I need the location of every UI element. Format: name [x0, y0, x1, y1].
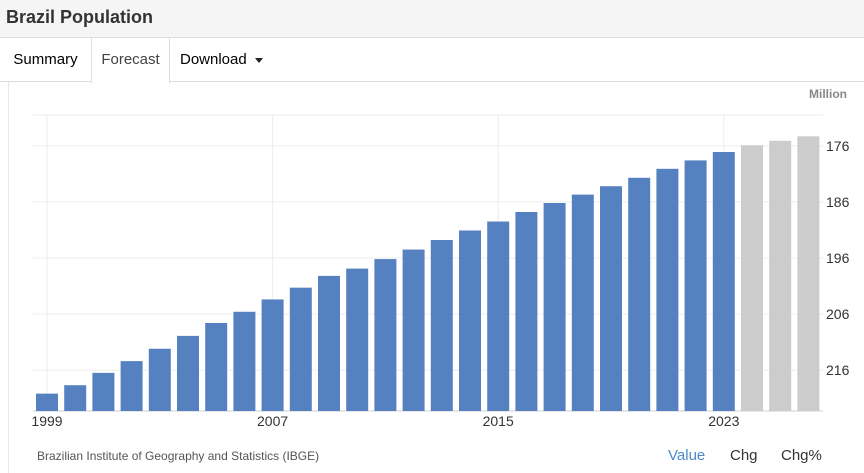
bar-actual — [120, 361, 143, 411]
bar-actual — [64, 385, 87, 411]
bar-actual — [92, 372, 115, 411]
caret-down-icon — [254, 57, 263, 63]
x-tick-label: 2015 — [483, 413, 514, 429]
bar-forecast — [797, 136, 820, 411]
y-axis: 216 206 196 186 176 — [826, 138, 850, 378]
y-tick-label: 186 — [826, 194, 850, 210]
value-link[interactable]: Value — [668, 447, 706, 464]
bar-actual — [656, 168, 679, 411]
bar-forecast — [741, 145, 763, 411]
bar-actual — [318, 275, 340, 411]
download-label: Download — [180, 51, 247, 68]
y-tick-label: 196 — [826, 250, 850, 266]
tab-forecast[interactable]: Forecast — [91, 38, 170, 83]
bar-forecast — [769, 140, 792, 411]
bar-actual — [261, 299, 284, 411]
bar-actual — [402, 249, 425, 411]
source-label: Brazilian Institute of Geography and Sta… — [37, 449, 320, 463]
chg-percent-link[interactable]: Chg% — [781, 447, 822, 464]
title-bar: Brazil Population — [0, 0, 864, 38]
bar-actual — [712, 152, 735, 411]
bar-actual — [600, 186, 622, 411]
bar-actual — [346, 268, 369, 411]
chart-area: Million 1999 2007 2015 2023 216 206 196 186 176 — [8, 82, 864, 473]
x-tick-label: 1999 — [31, 413, 62, 429]
population-chart: Million 1999 2007 2015 2023 216 206 196 186 176 — [31, 87, 850, 429]
chg-link[interactable]: Chg — [730, 447, 758, 464]
bar-actual — [148, 348, 171, 411]
bar-actual — [515, 211, 538, 411]
bar-actual — [459, 230, 481, 411]
bar-actual — [36, 393, 58, 411]
bar-actual — [684, 160, 707, 411]
tab-summary[interactable]: Summary — [13, 51, 78, 68]
download-dropdown[interactable]: Download — [180, 38, 280, 82]
x-tick-label: 2023 — [708, 413, 739, 429]
bar-actual — [543, 203, 566, 411]
bar-actual — [628, 177, 651, 411]
unit-label: Million — [809, 87, 847, 101]
bar-actual — [487, 221, 510, 411]
x-axis: 1999 2007 2015 2023 — [31, 413, 739, 429]
x-tick-label: 2007 — [257, 413, 288, 429]
bar-actual — [289, 287, 312, 411]
y-tick-label: 216 — [826, 362, 850, 378]
bars — [36, 136, 820, 411]
y-tick-label: 176 — [826, 138, 850, 154]
bar-actual — [177, 335, 199, 411]
bar-actual — [233, 311, 256, 411]
page-title: Brazil Population — [6, 7, 154, 27]
bar-actual — [374, 259, 397, 411]
bar-actual — [571, 194, 594, 411]
bar-actual — [205, 322, 228, 411]
tab-bar: Summary Forecast Download — [0, 38, 864, 83]
bar-actual — [430, 240, 453, 411]
y-tick-label: 206 — [826, 306, 850, 322]
